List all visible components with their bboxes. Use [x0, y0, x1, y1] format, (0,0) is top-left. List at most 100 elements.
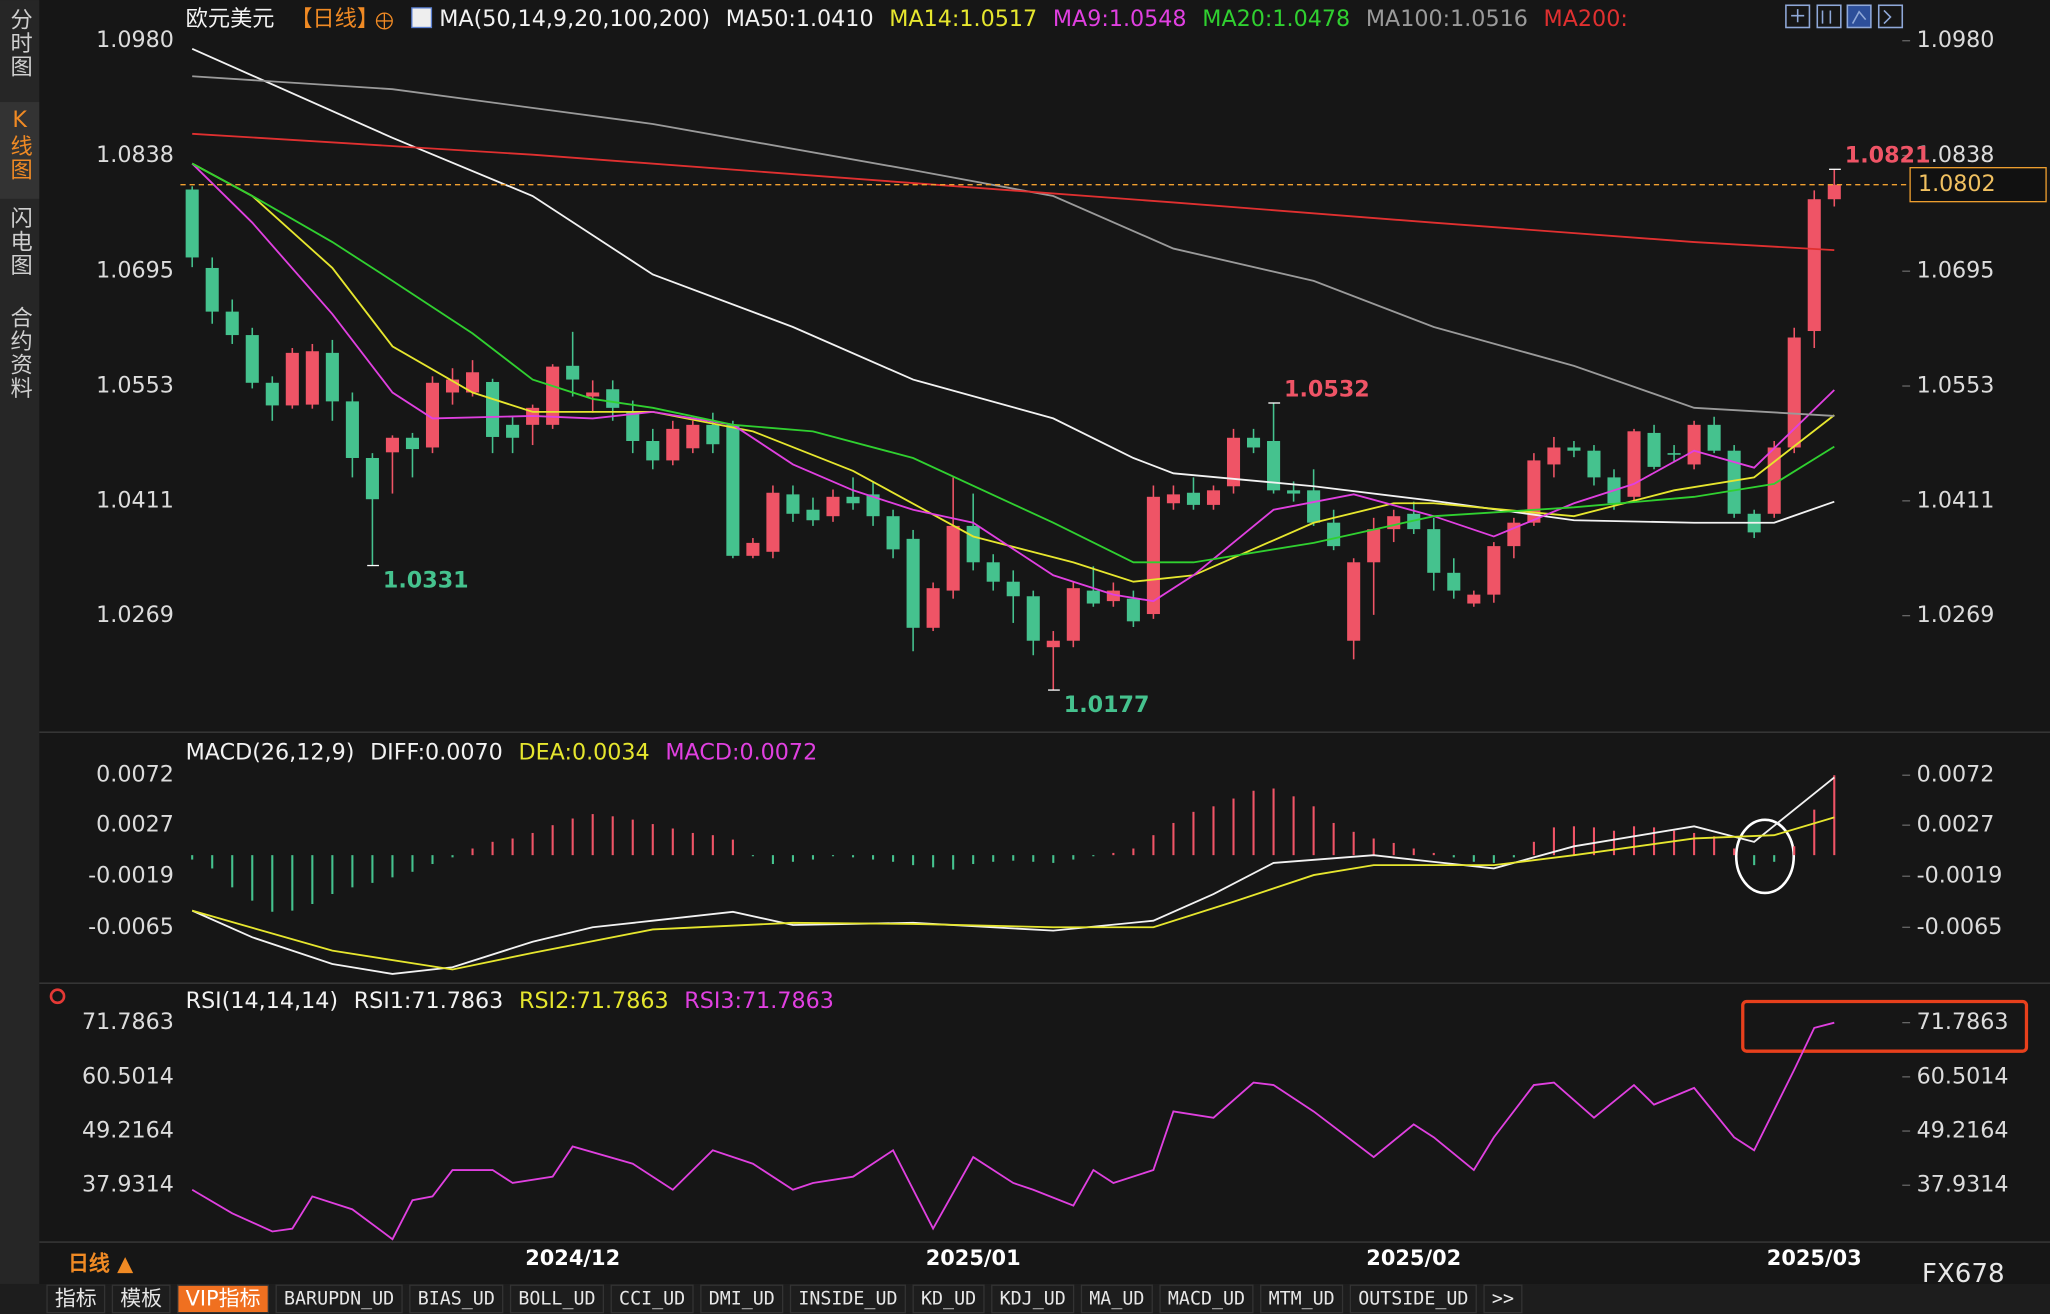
candle-body — [425, 382, 440, 448]
toolbar-tab-bg[interactable] — [789, 1284, 906, 1314]
candle-body — [786, 494, 800, 514]
candle-body — [506, 424, 520, 438]
indicator-line — [192, 132, 1835, 252]
indicator-label: MA(50,14,9,20,100,200) — [439, 6, 710, 32]
toolbar-tab[interactable]: BARUPDN_UD — [284, 1289, 394, 1310]
chart-title: RSI(14,14,14) — [186, 988, 338, 1014]
y-tick-label-right: 71.7863 — [1917, 1009, 2009, 1035]
candle-body — [566, 365, 580, 380]
candle-body — [646, 441, 660, 461]
candle-body — [1347, 562, 1361, 641]
candle-body — [1267, 441, 1281, 491]
toolbar-tab-bg[interactable] — [111, 1284, 171, 1314]
sidebar-tab[interactable]: 分时图 — [7, 7, 33, 78]
candle-body — [1387, 516, 1401, 530]
toolbar-tab-bg[interactable] — [700, 1284, 784, 1314]
x-tick-label: 2025/01 — [926, 1246, 1021, 1270]
candle-body — [806, 509, 820, 521]
toolbar-tab-bg[interactable] — [1159, 1284, 1254, 1314]
toolbar-tab[interactable]: INSIDE_UD — [798, 1289, 897, 1310]
y-tick-label-right: -0.0019 — [1917, 863, 2003, 889]
toolbar-tab-bg[interactable] — [610, 1284, 694, 1314]
watermark: FX678 — [1922, 1259, 2005, 1289]
toolbar-tab-bg[interactable] — [912, 1284, 985, 1314]
candle-body — [1307, 490, 1321, 523]
candle-body — [225, 311, 239, 336]
candle-body — [586, 392, 600, 397]
candle-body — [405, 437, 420, 450]
candle-body — [1086, 590, 1100, 604]
toolbar-tab-bg[interactable] — [1483, 1284, 1523, 1314]
sidebar-tab[interactable]: K线图 — [7, 107, 33, 181]
candle-body — [1447, 572, 1461, 591]
toolbar-tab[interactable]: MACD_UD — [1168, 1289, 1245, 1310]
toolbar-tab[interactable]: KD_UD — [921, 1289, 976, 1310]
period-switch[interactable]: 日线 ▲ — [68, 1251, 134, 1275]
toolbar-tab-bg[interactable] — [46, 1284, 106, 1314]
toolbar-tab-bg[interactable] — [409, 1284, 504, 1314]
chart-subtitle: 【日线】 — [290, 6, 379, 32]
toolbar-tab[interactable]: BIAS_UD — [418, 1289, 495, 1310]
candle-body — [1527, 460, 1541, 523]
toolbar-tab-bg[interactable] — [1260, 1284, 1344, 1314]
chart-title: 欧元美元 — [186, 6, 275, 32]
add-indicator-icon[interactable] — [375, 12, 393, 30]
toolbar-tab[interactable]: MTM_UD — [1269, 1289, 1335, 1310]
toolbar-tab-bg[interactable] — [177, 1284, 269, 1314]
toolbar-tab[interactable]: VIP指标 — [186, 1287, 261, 1311]
toolbar-tab[interactable]: >> — [1492, 1289, 1514, 1310]
extreme-label: 1.0532 — [1284, 376, 1370, 402]
candle-body — [305, 351, 319, 405]
indicator-line — [191, 776, 1835, 975]
y-tick-label-right: 0.0072 — [1917, 762, 1995, 788]
toolbar-tab[interactable]: MA_UD — [1089, 1289, 1144, 1310]
highlight-circle — [1734, 818, 1796, 895]
candle-body — [1427, 529, 1441, 573]
y-tick-label: 60.5014 — [82, 1063, 174, 1089]
candle-body — [1827, 184, 1841, 200]
toolbar-tab[interactable]: 指标 — [55, 1287, 97, 1311]
candle-body — [1587, 450, 1601, 478]
legend-entry: DEA:0.0034 — [519, 740, 650, 766]
toolbar-tab-bg[interactable] — [509, 1284, 605, 1314]
candle-body — [1126, 598, 1140, 622]
toolbar-tab-bg[interactable] — [1349, 1284, 1477, 1314]
candle-body — [1287, 490, 1301, 494]
candle-body — [626, 411, 640, 442]
indicator-line — [192, 75, 1835, 417]
candle-body — [546, 366, 560, 425]
sidebar-active — [0, 102, 40, 199]
y-tick-label-right: -0.0065 — [1917, 914, 2003, 940]
candle-body — [1547, 447, 1561, 465]
candle-body — [1146, 496, 1160, 615]
sidebar-tab[interactable]: 合约资料 — [7, 306, 33, 401]
toolbar-tab[interactable]: DMI_UD — [709, 1289, 775, 1310]
legend-entry: DIFF:0.0070 — [370, 740, 503, 766]
toolbar-tab[interactable]: KDJ_UD — [1000, 1289, 1066, 1310]
toolbar-tab-bg[interactable] — [275, 1284, 403, 1314]
toolbar-tab-bg[interactable] — [991, 1284, 1075, 1314]
sidebar-tab[interactable]: 闪电图 — [7, 206, 33, 277]
extreme-label: 1.0331 — [383, 568, 469, 594]
indicator-line — [191, 162, 1835, 564]
candle-body — [185, 189, 199, 258]
candle-body — [1807, 199, 1821, 332]
candle-body — [1206, 490, 1221, 505]
candle-body — [345, 401, 359, 458]
y-tick-label: -0.0019 — [88, 863, 174, 889]
toolbar-tab[interactable]: OUTSIDE_UD — [1358, 1289, 1468, 1310]
candle-body — [1487, 546, 1501, 595]
toolbar-tab[interactable]: CCI_UD — [619, 1289, 685, 1310]
candle-body — [666, 428, 680, 461]
y-tick-label-right: 0.0027 — [1917, 812, 1995, 838]
legend-entry: MA14:1.0517 — [889, 6, 1037, 32]
toolbar-tab-bg[interactable] — [1080, 1284, 1153, 1314]
candle-body — [1026, 596, 1040, 641]
highlight-box — [1741, 999, 2029, 1053]
toolbar-tab[interactable]: BOLL_UD — [518, 1289, 595, 1310]
y-tick-label: 1.0411 — [96, 487, 174, 513]
toolbar-tab[interactable]: 模板 — [120, 1287, 162, 1311]
settings-icon[interactable] — [49, 988, 66, 1005]
